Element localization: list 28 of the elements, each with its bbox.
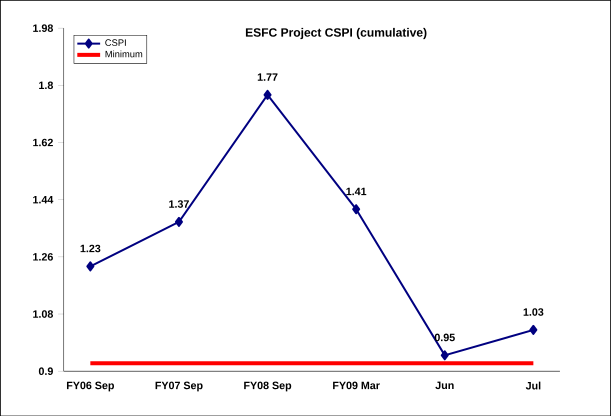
x-tick-label: FY07 Sep bbox=[156, 381, 203, 392]
point bbox=[264, 90, 272, 100]
x-tick-label: FY08 Sep bbox=[244, 381, 292, 392]
y-tick-label: 1.98 bbox=[33, 24, 53, 32]
data-label: 1.41 bbox=[346, 188, 366, 195]
legend-label: CSPI bbox=[105, 39, 126, 46]
y-tick-label: 1.8 bbox=[39, 81, 54, 89]
point bbox=[174, 216, 183, 227]
x-tick-label: Jul bbox=[526, 381, 540, 390]
data-label: 1.77 bbox=[258, 73, 278, 81]
y-tick-label: 1.08 bbox=[33, 310, 53, 318]
y-tick-label: 1.62 bbox=[33, 138, 53, 146]
x-tick-label: FY09 Mar bbox=[333, 381, 380, 390]
point bbox=[440, 350, 449, 360]
y-tick-label: 1.44 bbox=[33, 196, 54, 204]
chart-title: ESFC Project CSPI (cumulative) bbox=[246, 28, 426, 39]
point bbox=[529, 324, 538, 335]
data-label: 0.95 bbox=[434, 333, 455, 342]
data-label: 1.37 bbox=[169, 200, 189, 208]
data-label: 1.23 bbox=[80, 244, 100, 252]
point bbox=[352, 204, 360, 214]
data-label: 1.03 bbox=[524, 308, 544, 316]
y-tick-label: 0.9 bbox=[38, 367, 53, 375]
x-tick-label: FY06 Sep bbox=[66, 381, 114, 392]
legend-label: Minimum bbox=[106, 50, 142, 58]
x-tick-label: Jun bbox=[435, 381, 454, 389]
point bbox=[86, 261, 94, 272]
y-tick-label: 1.26 bbox=[33, 252, 53, 260]
